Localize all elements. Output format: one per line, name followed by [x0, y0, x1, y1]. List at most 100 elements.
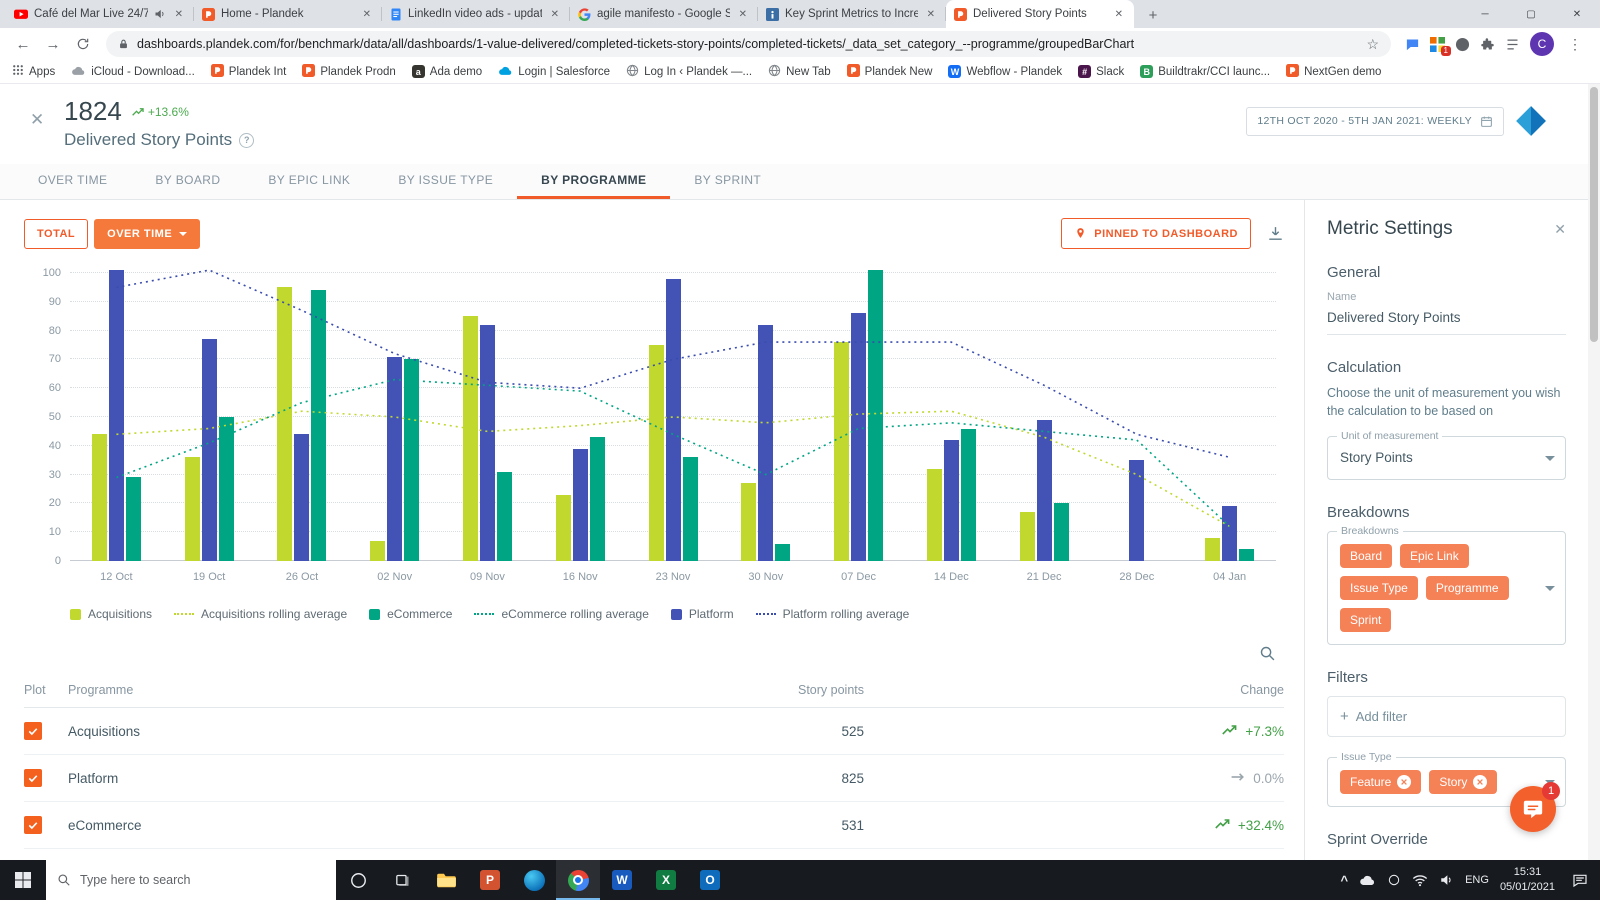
issue-type-pill[interactable]: Story	[1429, 770, 1498, 795]
bar-platform[interactable]	[201, 339, 217, 561]
bookmark-item[interactable]: B Buildtrakr/CCI launc...	[1140, 65, 1270, 78]
start-button[interactable]	[0, 860, 46, 900]
remove-pill-icon[interactable]	[1473, 775, 1488, 790]
taskbar-excel-icon[interactable]: X	[644, 860, 688, 900]
bar-acquisitions[interactable]	[1019, 512, 1035, 561]
zoom-icon[interactable]	[1259, 645, 1276, 667]
maximize-button[interactable]: ▢	[1526, 8, 1536, 20]
bar-platform[interactable]	[1129, 460, 1145, 561]
bookmark-item[interactable]: New Tab	[768, 64, 831, 80]
tab-close-icon[interactable]: ✕	[1114, 8, 1123, 20]
taskbar-search[interactable]: Type here to search	[46, 860, 336, 900]
tab-close-icon[interactable]: ✕	[362, 8, 371, 20]
volume-icon[interactable]	[1439, 873, 1454, 887]
breakdown-pill[interactable]: Issue Type	[1340, 576, 1418, 601]
bar-platform[interactable]	[479, 324, 495, 561]
refresh-icon[interactable]	[70, 31, 96, 57]
bar-acquisitions[interactable]	[1205, 537, 1221, 561]
group-by-dropdown[interactable]: OVER TIME	[94, 218, 201, 249]
browser-tab[interactable]: Home - Plandek ✕	[194, 0, 382, 28]
action-center-icon[interactable]	[1566, 872, 1594, 888]
close-window-button[interactable]: ✕	[1572, 8, 1582, 20]
issue-type-pill[interactable]: Feature	[1340, 770, 1422, 795]
bar-ecommerce[interactable]	[589, 437, 605, 561]
taskbar-word-icon[interactable]: W	[600, 860, 644, 900]
bar-ecommerce[interactable]	[1053, 503, 1069, 561]
bar-platform[interactable]	[1222, 506, 1238, 561]
bar-acquisitions[interactable]	[277, 287, 293, 561]
reading-list-icon[interactable]	[1505, 37, 1520, 52]
bar-platform[interactable]	[294, 434, 310, 561]
name-field[interactable]: Delivered Story Points	[1327, 303, 1566, 335]
unit-of-measurement-select[interactable]: Unit of measurement Story Points	[1327, 430, 1566, 481]
bookmark-item[interactable]: Log In ‹ Plandek —...	[626, 64, 752, 80]
hidden-icons-caret[interactable]: ^	[1340, 872, 1349, 888]
chat-extension-icon[interactable]	[1405, 37, 1420, 52]
download-icon[interactable]	[1267, 225, 1284, 242]
browser-menu-icon[interactable]: ⋮	[1568, 35, 1582, 52]
bookmark-item[interactable]: NextGen demo	[1286, 63, 1381, 80]
bar-ecommerce[interactable]	[125, 477, 141, 561]
bar-ecommerce[interactable]	[1239, 549, 1255, 561]
tab-close-icon[interactable]: ✕	[926, 8, 935, 20]
bar-ecommerce[interactable]	[775, 543, 791, 561]
date-range-picker[interactable]: 12TH OCT 2020 - 5TH JAN 2021: WEEKLY	[1246, 106, 1504, 136]
bookmark-item[interactable]: # Slack	[1078, 65, 1124, 78]
bar-ecommerce[interactable]	[311, 290, 327, 561]
tab-by-board[interactable]: BY BOARD	[155, 173, 221, 187]
scrollbar-thumb[interactable]	[1590, 87, 1598, 342]
bookmark-item[interactable]: Plandek Prodn	[302, 63, 396, 80]
bookmark-item[interactable]: Plandek New	[846, 63, 932, 80]
back-button[interactable]: ←	[15, 35, 31, 53]
plot-checkbox[interactable]	[24, 722, 42, 740]
extensions-puzzle-icon[interactable]	[1480, 37, 1495, 52]
bar-acquisitions[interactable]	[648, 345, 664, 561]
tab-close-icon[interactable]: ✕	[550, 8, 559, 20]
bar-acquisitions[interactable]	[91, 434, 107, 561]
bar-acquisitions[interactable]	[926, 468, 942, 561]
new-tab-button[interactable]: +	[1148, 6, 1158, 24]
bar-platform[interactable]	[665, 278, 681, 561]
address-bar[interactable]: dashboards.plandek.com/for/benchmark/dat…	[106, 31, 1391, 57]
task-view-icon[interactable]	[380, 860, 424, 900]
bar-platform[interactable]	[943, 440, 959, 561]
browser-tab[interactable]: Café del Mar Live 24/7 Hous... ✕	[6, 0, 194, 28]
bookmark-star-icon[interactable]: ☆	[1366, 35, 1379, 52]
help-icon[interactable]: ?	[239, 132, 255, 148]
clock[interactable]: 15:31 05/01/2021	[1500, 865, 1555, 895]
breakdowns-select[interactable]: Breakdowns Board Epic Link Issue Type Progr…	[1327, 525, 1566, 646]
bar-platform[interactable]	[572, 448, 588, 561]
total-toggle-button[interactable]: TOTAL	[24, 218, 89, 249]
bar-platform[interactable]	[758, 324, 774, 561]
bar-ecommerce[interactable]	[496, 471, 512, 561]
bookmark-item[interactable]: a Ada demo	[411, 65, 482, 78]
minimize-button[interactable]: ─	[1481, 8, 1489, 20]
wifi-icon[interactable]	[1412, 874, 1428, 887]
taskbar-chrome-icon[interactable]	[556, 860, 600, 900]
bar-platform[interactable]	[1036, 419, 1052, 561]
bar-platform[interactable]	[108, 270, 124, 561]
bookmark-item[interactable]: Login | Salesforce	[498, 65, 610, 79]
bookmark-item[interactable]: Plandek Int	[210, 63, 286, 80]
circle-extension-icon[interactable]	[1455, 37, 1470, 52]
plot-checkbox[interactable]	[24, 769, 42, 787]
onedrive-icon[interactable]	[1359, 874, 1376, 886]
bar-platform[interactable]	[387, 356, 403, 561]
bar-ecommerce[interactable]	[404, 359, 420, 561]
tab-by-programme[interactable]: BY PROGRAMME	[517, 164, 671, 199]
bookmark-item[interactable]: W Webflow - Plandek	[948, 65, 1062, 78]
forward-button[interactable]: →	[45, 35, 61, 53]
bar-ecommerce[interactable]	[682, 457, 698, 561]
bar-ecommerce[interactable]	[218, 417, 234, 561]
settings-close-icon[interactable]: ✕	[1554, 220, 1566, 237]
page-scrollbar[interactable]	[1588, 84, 1600, 860]
bar-acquisitions[interactable]	[555, 494, 571, 561]
pinned-to-dashboard-button[interactable]: PINNED TO DASHBOARD	[1061, 218, 1251, 249]
grid-extension-icon[interactable]: 1	[1430, 36, 1451, 56]
dropbox-icon[interactable]	[1387, 873, 1401, 887]
language-indicator[interactable]: ENG	[1465, 874, 1489, 886]
breakdown-pill[interactable]: Board	[1340, 544, 1393, 569]
tab-by-sprint[interactable]: BY SPRINT	[694, 173, 762, 187]
taskbar-explorer-icon[interactable]	[424, 860, 468, 900]
add-filter-button[interactable]: + Add filter	[1327, 696, 1566, 738]
